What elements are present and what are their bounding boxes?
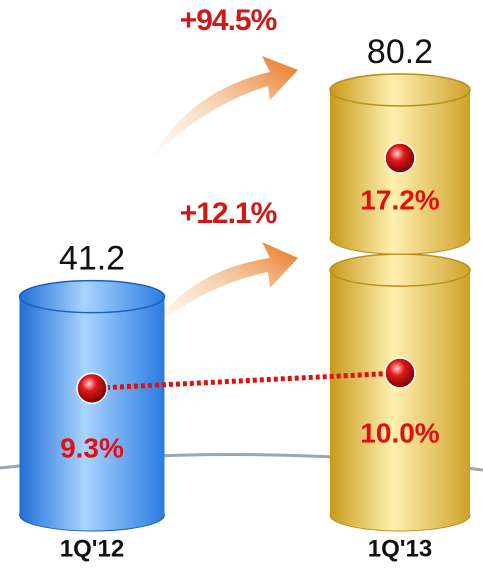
cylinder <box>18 279 166 532</box>
cylinder <box>329 253 471 532</box>
ratio-label: 9.3% <box>60 433 124 464</box>
cylinder-top <box>18 279 166 314</box>
marker-ball <box>384 357 416 389</box>
marker-ball <box>76 372 108 405</box>
growth-label: +94.5% <box>180 4 277 37</box>
marker-ball <box>384 142 416 174</box>
value-label: 41.2 <box>59 240 125 278</box>
cylinder-top <box>329 73 471 107</box>
cylinder-body <box>330 270 470 515</box>
ratio-label: 17.2% <box>360 184 439 215</box>
cylinders: 41.29.3%1Q'1246.2*10.0%1Q'1380.217.2%+12… <box>18 4 471 562</box>
growth-arrow <box>150 56 298 160</box>
category-label: 1Q'12 <box>60 535 124 562</box>
growth-label: +12.1% <box>180 197 277 230</box>
growth-arrow <box>150 242 298 330</box>
category-label: 1Q'13 <box>368 535 432 562</box>
cylinder-top <box>329 253 471 287</box>
cylinder-body <box>19 296 165 515</box>
total-label: 80.2 <box>367 33 433 71</box>
ratio-label: 10.0% <box>360 417 439 448</box>
connector <box>91 370 401 391</box>
